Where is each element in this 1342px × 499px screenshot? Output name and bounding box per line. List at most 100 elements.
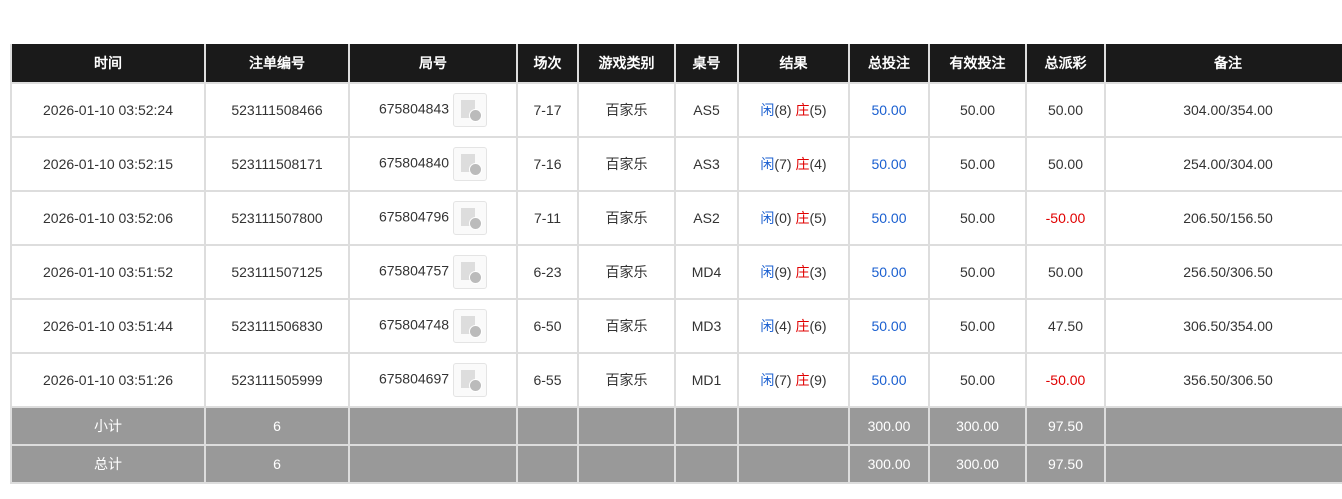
column-header: 总投注 — [848, 44, 930, 84]
player-label: 闲 — [760, 210, 775, 226]
bet-amount-cell: 50.00 — [848, 244, 930, 300]
banker-score: (4) — [809, 156, 827, 172]
summary-payout: 97.50 — [1025, 444, 1106, 484]
valid-bet-cell: 50.00 — [928, 244, 1027, 300]
banker-label: 庄 — [795, 372, 810, 388]
bet-amount-cell: 50.00 — [848, 298, 930, 354]
round-number: 675804748 — [378, 316, 450, 333]
player-label: 闲 — [760, 318, 775, 334]
shoe-cell: 7-17 — [516, 82, 579, 138]
valid-bet-cell: 50.00 — [928, 190, 1027, 246]
result-cell: 闲(4) 庄(6) — [737, 298, 850, 354]
video-replay-icon[interactable] — [453, 363, 488, 397]
payout-cell: -50.00 — [1025, 190, 1106, 246]
banker-score: (6) — [809, 318, 827, 334]
summary-row: 小计 6 300.00 300.00 97.50 — [10, 406, 1342, 446]
column-header: 总派彩 — [1025, 44, 1106, 84]
round-cell: 675804748 — [348, 298, 518, 354]
game-cell: 百家乐 — [577, 244, 676, 300]
round-cell: 675804697 — [348, 352, 518, 408]
banker-score: (9) — [809, 372, 827, 388]
column-header: 备注 — [1104, 44, 1342, 84]
note-cell: 206.50/156.50 — [1104, 190, 1342, 246]
result-cell: 闲(0) 庄(5) — [737, 190, 850, 246]
table-row: 2026-01-10 03:52:24 523111508466 6758048… — [10, 82, 1342, 138]
bet-id-cell: 523111506830 — [204, 298, 350, 354]
player-score: (9) — [774, 264, 792, 280]
game-cell: 百家乐 — [577, 82, 676, 138]
video-replay-icon[interactable] — [453, 309, 488, 343]
summary-bet: 300.00 — [848, 406, 930, 446]
bet-amount-cell: 50.00 — [848, 82, 930, 138]
banker-label: 庄 — [795, 102, 810, 118]
player-score: (8) — [774, 102, 792, 118]
table-row: 2026-01-10 03:51:26 523111505999 6758046… — [10, 352, 1342, 408]
time-cell: 2026-01-10 03:51:26 — [10, 352, 206, 408]
summary-payout: 97.50 — [1025, 406, 1106, 446]
player-label: 闲 — [760, 156, 775, 172]
round-cell: 675804843 — [348, 82, 518, 138]
column-header: 有效投注 — [928, 44, 1027, 84]
payout-cell: 50.00 — [1025, 244, 1106, 300]
summary-valid: 300.00 — [928, 444, 1027, 484]
result-cell: 闲(7) 庄(4) — [737, 136, 850, 192]
player-label: 闲 — [760, 372, 775, 388]
table-cell: AS5 — [674, 82, 739, 138]
summary-bet: 300.00 — [848, 444, 930, 484]
time-cell: 2026-01-10 03:51:52 — [10, 244, 206, 300]
note-cell: 306.50/354.00 — [1104, 298, 1342, 354]
valid-bet-cell: 50.00 — [928, 298, 1027, 354]
player-score: (4) — [774, 318, 792, 334]
bet-amount-cell: 50.00 — [848, 136, 930, 192]
game-cell: 百家乐 — [577, 298, 676, 354]
time-cell: 2026-01-10 03:52:24 — [10, 82, 206, 138]
banker-label: 庄 — [795, 264, 810, 280]
summary-label: 小计 — [10, 406, 206, 446]
bet-id-cell: 523111505999 — [204, 352, 350, 408]
column-header: 注单编号 — [204, 44, 350, 84]
column-header: 局号 — [348, 44, 518, 84]
video-replay-icon[interactable] — [453, 201, 488, 235]
round-number: 675804757 — [378, 262, 450, 279]
video-replay-icon[interactable] — [453, 255, 488, 289]
valid-bet-cell: 50.00 — [928, 352, 1027, 408]
valid-bet-cell: 50.00 — [928, 136, 1027, 192]
round-number: 675804843 — [378, 100, 450, 117]
shoe-cell: 7-16 — [516, 136, 579, 192]
shoe-cell: 6-50 — [516, 298, 579, 354]
result-cell: 闲(9) 庄(3) — [737, 244, 850, 300]
bet-id-cell: 523111508466 — [204, 82, 350, 138]
note-cell: 254.00/304.00 — [1104, 136, 1342, 192]
round-number: 675804840 — [378, 154, 450, 171]
bet-amount-cell: 50.00 — [848, 352, 930, 408]
shoe-cell: 6-23 — [516, 244, 579, 300]
bet-amount-cell: 50.00 — [848, 190, 930, 246]
summary-count: 6 — [204, 444, 350, 484]
shoe-cell: 7-11 — [516, 190, 579, 246]
banker-label: 庄 — [795, 318, 810, 334]
player-score: (7) — [774, 156, 792, 172]
payout-cell: 50.00 — [1025, 82, 1106, 138]
player-score: (7) — [774, 372, 792, 388]
column-header: 桌号 — [674, 44, 739, 84]
table-cell: MD1 — [674, 352, 739, 408]
banker-score: (5) — [809, 102, 827, 118]
bet-history-table: 时间 注单编号 局号 场次 游戏类别 桌号 结果 总投注 有效投注 总派彩 备注 2026-01-1… — [10, 44, 1342, 484]
table-row: 2026-01-10 03:52:06 523111507800 6758047… — [10, 190, 1342, 246]
video-replay-icon[interactable] — [453, 147, 488, 181]
banker-label: 庄 — [795, 210, 810, 226]
bet-id-cell: 523111507800 — [204, 190, 350, 246]
time-cell: 2026-01-10 03:51:44 — [10, 298, 206, 354]
round-cell: 675804757 — [348, 244, 518, 300]
note-cell: 304.00/354.00 — [1104, 82, 1342, 138]
result-cell: 闲(8) 庄(5) — [737, 82, 850, 138]
summary-count: 6 — [204, 406, 350, 446]
round-number: 675804697 — [378, 370, 450, 387]
note-cell: 356.50/306.50 — [1104, 352, 1342, 408]
video-replay-icon[interactable] — [453, 93, 488, 127]
summary-valid: 300.00 — [928, 406, 1027, 446]
shoe-cell: 6-55 — [516, 352, 579, 408]
player-score: (0) — [774, 210, 792, 226]
result-cell: 闲(7) 庄(9) — [737, 352, 850, 408]
payout-cell: -50.00 — [1025, 352, 1106, 408]
